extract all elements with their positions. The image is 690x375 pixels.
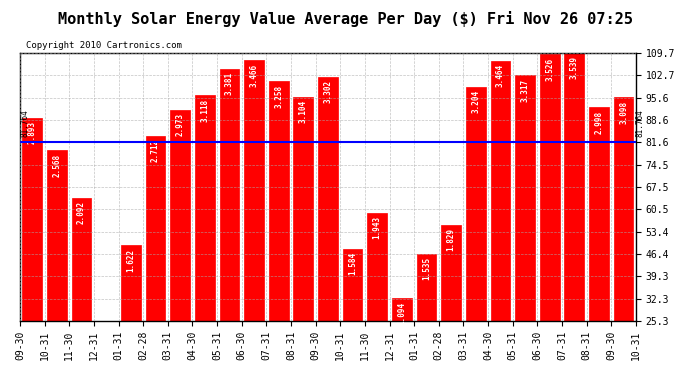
Bar <box>219 69 239 375</box>
Text: 2.973: 2.973 <box>176 113 185 136</box>
Text: 3.526: 3.526 <box>545 58 554 81</box>
Text: 1.829: 1.829 <box>446 228 455 251</box>
Text: 2.712: 2.712 <box>151 139 160 162</box>
Bar <box>23 118 42 375</box>
Text: 2.568: 2.568 <box>52 154 61 177</box>
Text: 2.998: 2.998 <box>595 111 604 134</box>
Text: 3.466: 3.466 <box>250 64 259 87</box>
Text: 1.943: 1.943 <box>373 216 382 239</box>
Text: 81.764: 81.764 <box>636 109 645 137</box>
Text: 1.584: 1.584 <box>348 252 357 275</box>
Text: 3.258: 3.258 <box>274 84 283 108</box>
Text: 2.092: 2.092 <box>77 201 86 225</box>
Bar <box>442 225 461 375</box>
Text: Monthly Solar Energy Value Average Per Day ($) Fri Nov 26 07:25: Monthly Solar Energy Value Average Per D… <box>57 11 633 27</box>
Bar <box>195 95 215 375</box>
Bar <box>146 136 166 375</box>
Text: 81.764: 81.764 <box>20 109 29 137</box>
Bar <box>417 254 436 375</box>
Bar <box>170 110 190 375</box>
Text: 3.098: 3.098 <box>619 100 628 124</box>
Text: 0.868: 0.868 <box>101 324 110 347</box>
Text: 1.535: 1.535 <box>422 257 431 280</box>
Bar <box>540 54 560 375</box>
Text: 3.302: 3.302 <box>324 80 333 103</box>
Text: 3.464: 3.464 <box>496 64 505 87</box>
Bar <box>269 81 288 375</box>
Bar <box>121 245 141 375</box>
Bar <box>466 87 486 375</box>
Bar <box>367 213 387 375</box>
Bar <box>392 298 412 375</box>
Bar <box>47 150 67 375</box>
Text: 1.622: 1.622 <box>126 249 135 272</box>
Text: 3.317: 3.317 <box>520 79 529 102</box>
Text: 3.118: 3.118 <box>200 99 209 122</box>
Bar <box>343 249 362 375</box>
Text: 2.893: 2.893 <box>28 121 37 144</box>
Text: 1.094: 1.094 <box>397 302 406 324</box>
Bar <box>491 61 511 375</box>
Bar <box>72 198 92 375</box>
Text: 3.539: 3.539 <box>570 56 579 80</box>
Bar <box>244 60 264 375</box>
Bar <box>318 77 338 375</box>
Bar <box>293 97 313 375</box>
Bar <box>564 53 584 375</box>
Text: 3.204: 3.204 <box>471 90 480 113</box>
Bar <box>515 75 535 375</box>
Bar <box>613 98 633 375</box>
Bar <box>589 107 609 375</box>
Bar <box>97 321 116 375</box>
Text: Copyright 2010 Cartronics.com: Copyright 2010 Cartronics.com <box>26 42 182 51</box>
Text: 3.381: 3.381 <box>225 72 234 95</box>
Text: 3.104: 3.104 <box>299 100 308 123</box>
